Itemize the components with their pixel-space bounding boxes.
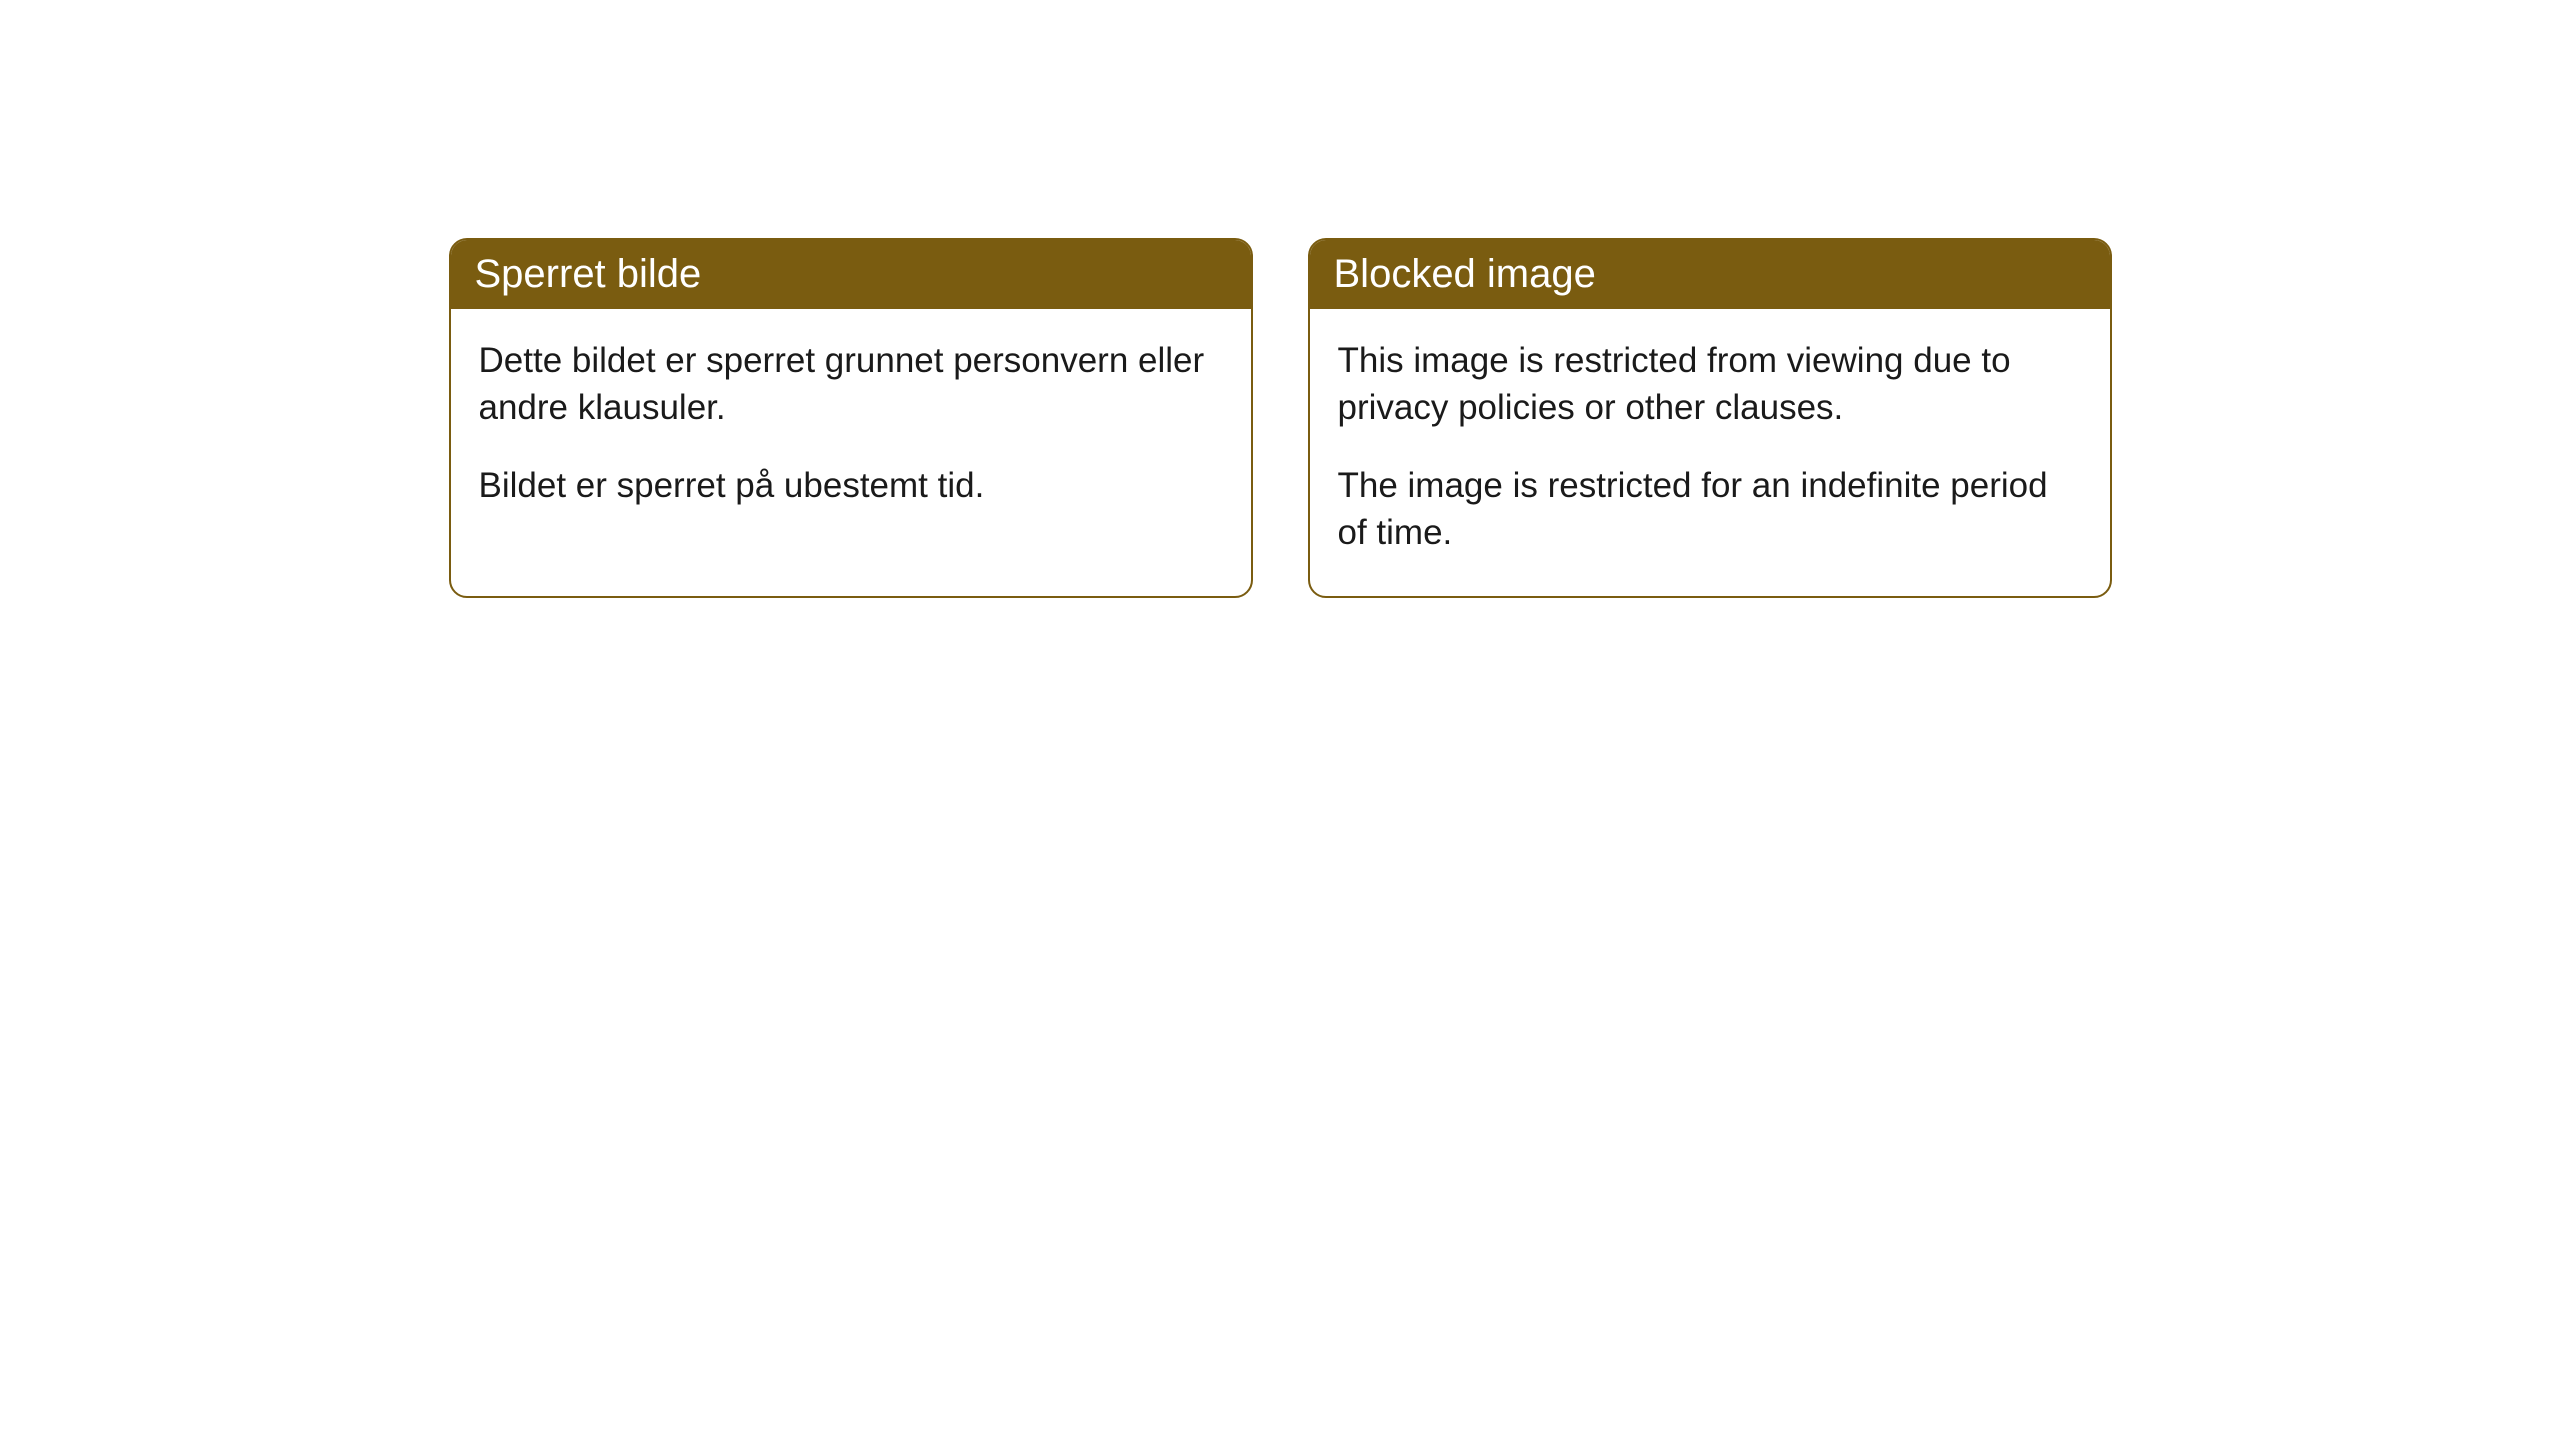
card-title-no: Sperret bilde xyxy=(475,252,702,296)
blocked-image-card-en: Blocked image This image is restricted f… xyxy=(1308,238,2112,598)
card-paragraph-2-en: The image is restricted for an indefinit… xyxy=(1338,462,2082,557)
card-paragraph-1-en: This image is restricted from viewing du… xyxy=(1338,337,2082,432)
card-paragraph-1-no: Dette bildet er sperret grunnet personve… xyxy=(479,337,1223,432)
card-body-no: Dette bildet er sperret grunnet personve… xyxy=(451,309,1251,549)
info-cards-container: Sperret bilde Dette bildet er sperret gr… xyxy=(0,238,2560,598)
card-paragraph-2-no: Bildet er sperret på ubestemt tid. xyxy=(479,462,1223,509)
card-header-en: Blocked image xyxy=(1310,240,2110,309)
card-body-en: This image is restricted from viewing du… xyxy=(1310,309,2110,596)
card-header-no: Sperret bilde xyxy=(451,240,1251,309)
blocked-image-card-no: Sperret bilde Dette bildet er sperret gr… xyxy=(449,238,1253,598)
card-title-en: Blocked image xyxy=(1334,252,1596,296)
